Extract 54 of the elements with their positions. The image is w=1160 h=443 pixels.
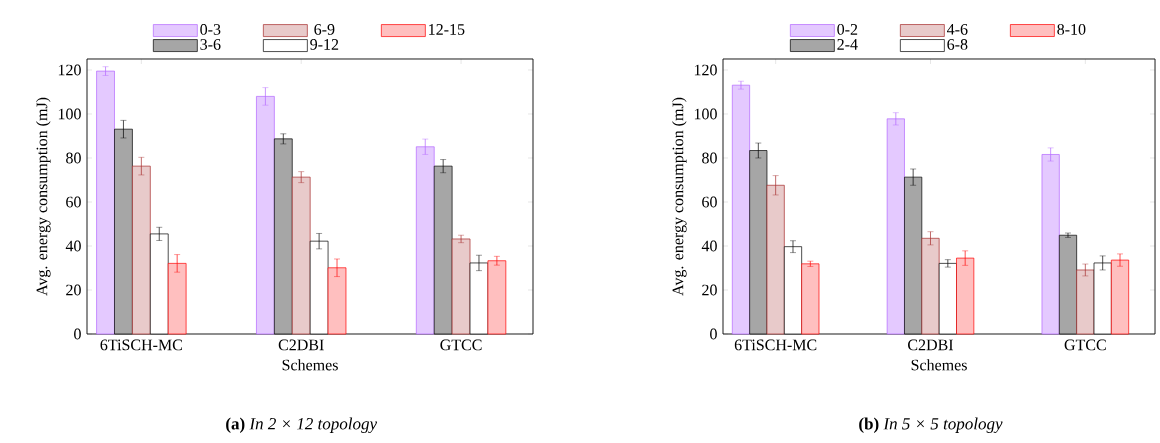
- bar: [291, 176, 311, 335]
- text: (b) In 5 × 5 topology: [859, 417, 1003, 433]
- y-tick-label: 40: [65, 240, 81, 252]
- bar: [1041, 154, 1060, 335]
- x-tick-label: C2DBI: [278, 339, 324, 351]
- legend-label: 3-6: [200, 39, 221, 50]
- legend-label: 6-9: [314, 24, 335, 35]
- legend-label: 8-10: [1057, 24, 1086, 35]
- y-tick-label: 120: [58, 64, 81, 76]
- y-tick-label: 100: [694, 108, 717, 120]
- bar: [1076, 269, 1095, 335]
- bar: [1058, 234, 1078, 335]
- bar: [167, 263, 187, 335]
- y-tick-label: 20: [66, 284, 81, 296]
- x-tick-label: GTCC: [440, 339, 482, 351]
- bar: [938, 263, 957, 335]
- bar: [451, 238, 471, 335]
- bar: [274, 138, 293, 335]
- legend-label: 12-15: [429, 24, 465, 35]
- y-tick-label: 80: [702, 152, 717, 164]
- bar: [256, 96, 275, 335]
- y-tick-label: 40: [701, 240, 717, 252]
- bar: [731, 84, 750, 335]
- y-tick-label: 80: [66, 152, 81, 164]
- legend-label: 4-6: [947, 24, 968, 35]
- y-tick-label: 100: [58, 108, 81, 120]
- y-axis-title: Avg. energy consumption (mJ): [672, 97, 687, 296]
- bar: [921, 237, 940, 335]
- legend-label: 0-2: [837, 24, 858, 35]
- x-tick-label: 6TiSCH-MC: [100, 339, 182, 351]
- y-tick-label: 60: [66, 196, 81, 208]
- text: (a) In 2 × 12 topology: [226, 417, 378, 433]
- bar: [96, 70, 115, 335]
- bar: [114, 128, 133, 335]
- legend-label: 0-3: [200, 24, 221, 35]
- legend-label: 9-12: [310, 39, 339, 50]
- legend-label: 6-8: [947, 39, 968, 50]
- x-tick-label: C2DBI: [908, 339, 954, 351]
- bar: [1111, 259, 1130, 335]
- y-tick-label: 0: [74, 328, 81, 340]
- y-tick-label: 60: [702, 196, 717, 208]
- y-tick-label: 20: [702, 284, 717, 296]
- bar: [766, 184, 785, 335]
- x-axis-title: Schemes: [282, 359, 338, 371]
- y-tick-label: 0: [710, 328, 717, 340]
- y-tick-label: 120: [694, 64, 717, 76]
- bar: [309, 240, 329, 335]
- x-tick-label: GTCC: [1064, 339, 1106, 351]
- bar: [801, 263, 820, 335]
- x-tick-label: 6TiSCH-MC: [734, 339, 817, 351]
- x-axis-title: Schemes: [911, 359, 967, 371]
- bar: [487, 260, 507, 335]
- y-axis-title: Avg. energy consumption (mJ): [36, 97, 51, 296]
- legend-label: 2-4: [837, 39, 858, 50]
